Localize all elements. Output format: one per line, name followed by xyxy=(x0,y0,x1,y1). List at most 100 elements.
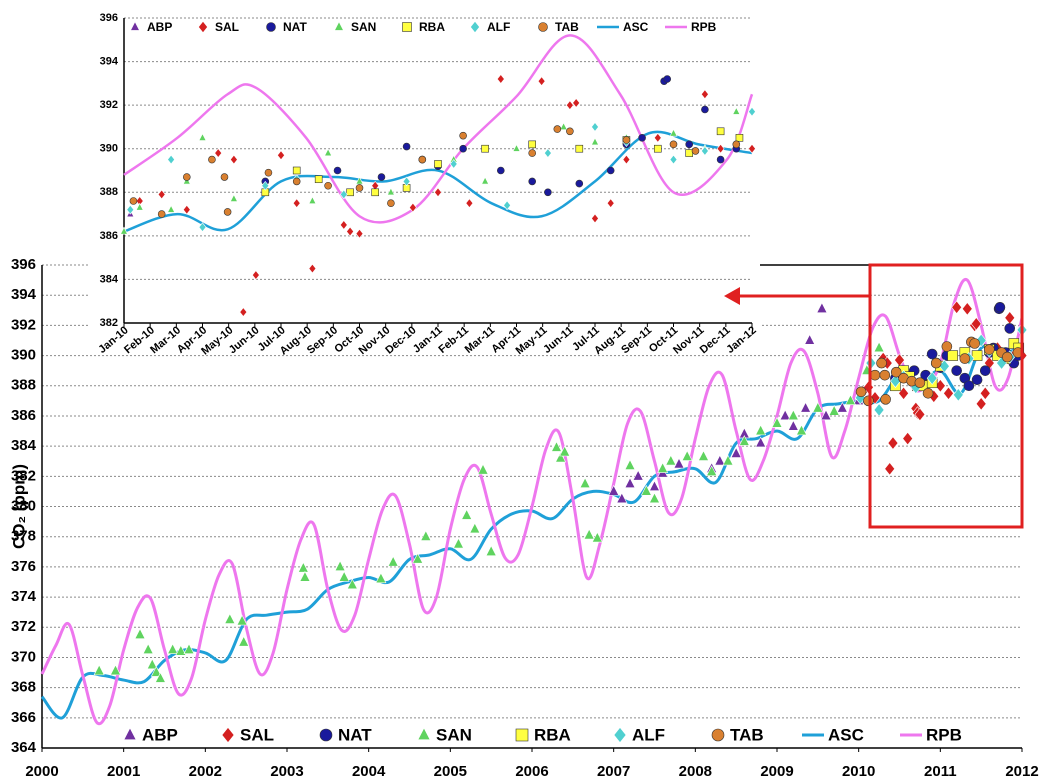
marker xyxy=(224,613,236,624)
marker xyxy=(334,560,346,572)
marker xyxy=(698,450,709,461)
x-tick-label: 2004 xyxy=(352,763,386,780)
marker xyxy=(334,21,344,31)
marker xyxy=(465,198,474,209)
marker xyxy=(355,184,364,192)
legend-label: ALF xyxy=(632,725,665,744)
marker xyxy=(485,545,497,556)
marker xyxy=(150,665,162,677)
marker xyxy=(324,181,332,190)
marker xyxy=(876,357,887,369)
marker xyxy=(579,477,591,489)
marker xyxy=(418,155,427,164)
marker xyxy=(198,133,207,141)
marker xyxy=(616,492,628,504)
marker xyxy=(969,338,980,349)
y-tick-label: 390 xyxy=(11,347,36,364)
marker xyxy=(622,136,631,144)
marker xyxy=(572,98,581,108)
marker xyxy=(951,365,962,376)
marker xyxy=(110,664,121,676)
marker xyxy=(481,144,489,153)
marker xyxy=(622,154,631,165)
marker xyxy=(951,300,963,314)
marker xyxy=(575,144,584,153)
marker xyxy=(434,187,442,198)
marker xyxy=(297,561,309,573)
marker xyxy=(975,397,987,411)
y-tick-label: 392 xyxy=(11,316,36,333)
marker xyxy=(459,131,467,140)
marker xyxy=(898,386,909,401)
marker xyxy=(93,664,105,676)
marker xyxy=(308,263,317,274)
marker xyxy=(469,522,481,534)
marker xyxy=(994,301,1006,313)
marker xyxy=(238,635,250,647)
marker xyxy=(649,480,660,492)
legend-label: RPB xyxy=(691,20,717,34)
marker xyxy=(453,537,464,549)
marker xyxy=(339,189,348,200)
marker xyxy=(914,407,926,422)
marker xyxy=(496,74,505,84)
marker xyxy=(701,105,709,114)
marker xyxy=(537,76,546,87)
y-tick-label: 394 xyxy=(11,286,37,303)
marker xyxy=(669,128,678,137)
marker xyxy=(685,149,694,157)
marker xyxy=(691,147,700,155)
x-tick-label: 2005 xyxy=(434,763,467,780)
marker xyxy=(638,134,646,142)
y-tick-label: 378 xyxy=(11,528,36,545)
marker xyxy=(551,441,562,452)
x-tick-label: 2010 xyxy=(842,763,875,780)
marker xyxy=(930,357,942,369)
marker xyxy=(771,416,783,428)
x-tick-label: 2002 xyxy=(189,763,222,780)
marker xyxy=(230,154,238,165)
marker xyxy=(420,530,432,541)
marker xyxy=(608,484,620,496)
legend-label: SAL xyxy=(240,725,274,744)
marker xyxy=(1004,311,1016,325)
marker xyxy=(657,462,669,473)
marker xyxy=(722,454,734,466)
marker xyxy=(845,394,856,405)
y-tick-label: 386 xyxy=(11,407,36,424)
marker xyxy=(308,196,317,204)
marker xyxy=(971,350,983,361)
marker xyxy=(559,122,568,130)
marker xyxy=(952,388,964,402)
legend-label: ALF xyxy=(487,20,510,34)
marker xyxy=(970,317,982,331)
marker xyxy=(961,302,973,316)
marker xyxy=(355,176,364,185)
marker xyxy=(613,727,627,743)
marker xyxy=(417,727,431,740)
marker xyxy=(167,204,176,213)
marker xyxy=(157,210,166,218)
marker xyxy=(338,570,350,582)
marker xyxy=(264,168,273,177)
y-tick-label: 396 xyxy=(11,256,36,273)
marker xyxy=(324,148,333,157)
legend-label: ABP xyxy=(147,20,172,34)
marker xyxy=(387,199,395,207)
marker xyxy=(926,371,938,385)
marker xyxy=(663,75,672,83)
marker xyxy=(135,202,144,211)
marker xyxy=(890,366,902,378)
y-tick-label: 366 xyxy=(11,709,36,726)
marker xyxy=(319,728,333,742)
marker xyxy=(528,149,537,157)
x-tick-label: 2008 xyxy=(679,763,712,780)
y-tick-label: 394 xyxy=(100,55,119,67)
marker xyxy=(183,643,195,655)
marker xyxy=(863,395,874,407)
marker xyxy=(591,531,603,543)
marker xyxy=(880,394,891,405)
marker xyxy=(239,307,248,317)
y-tick-label: 390 xyxy=(100,143,118,155)
marker xyxy=(129,197,138,205)
